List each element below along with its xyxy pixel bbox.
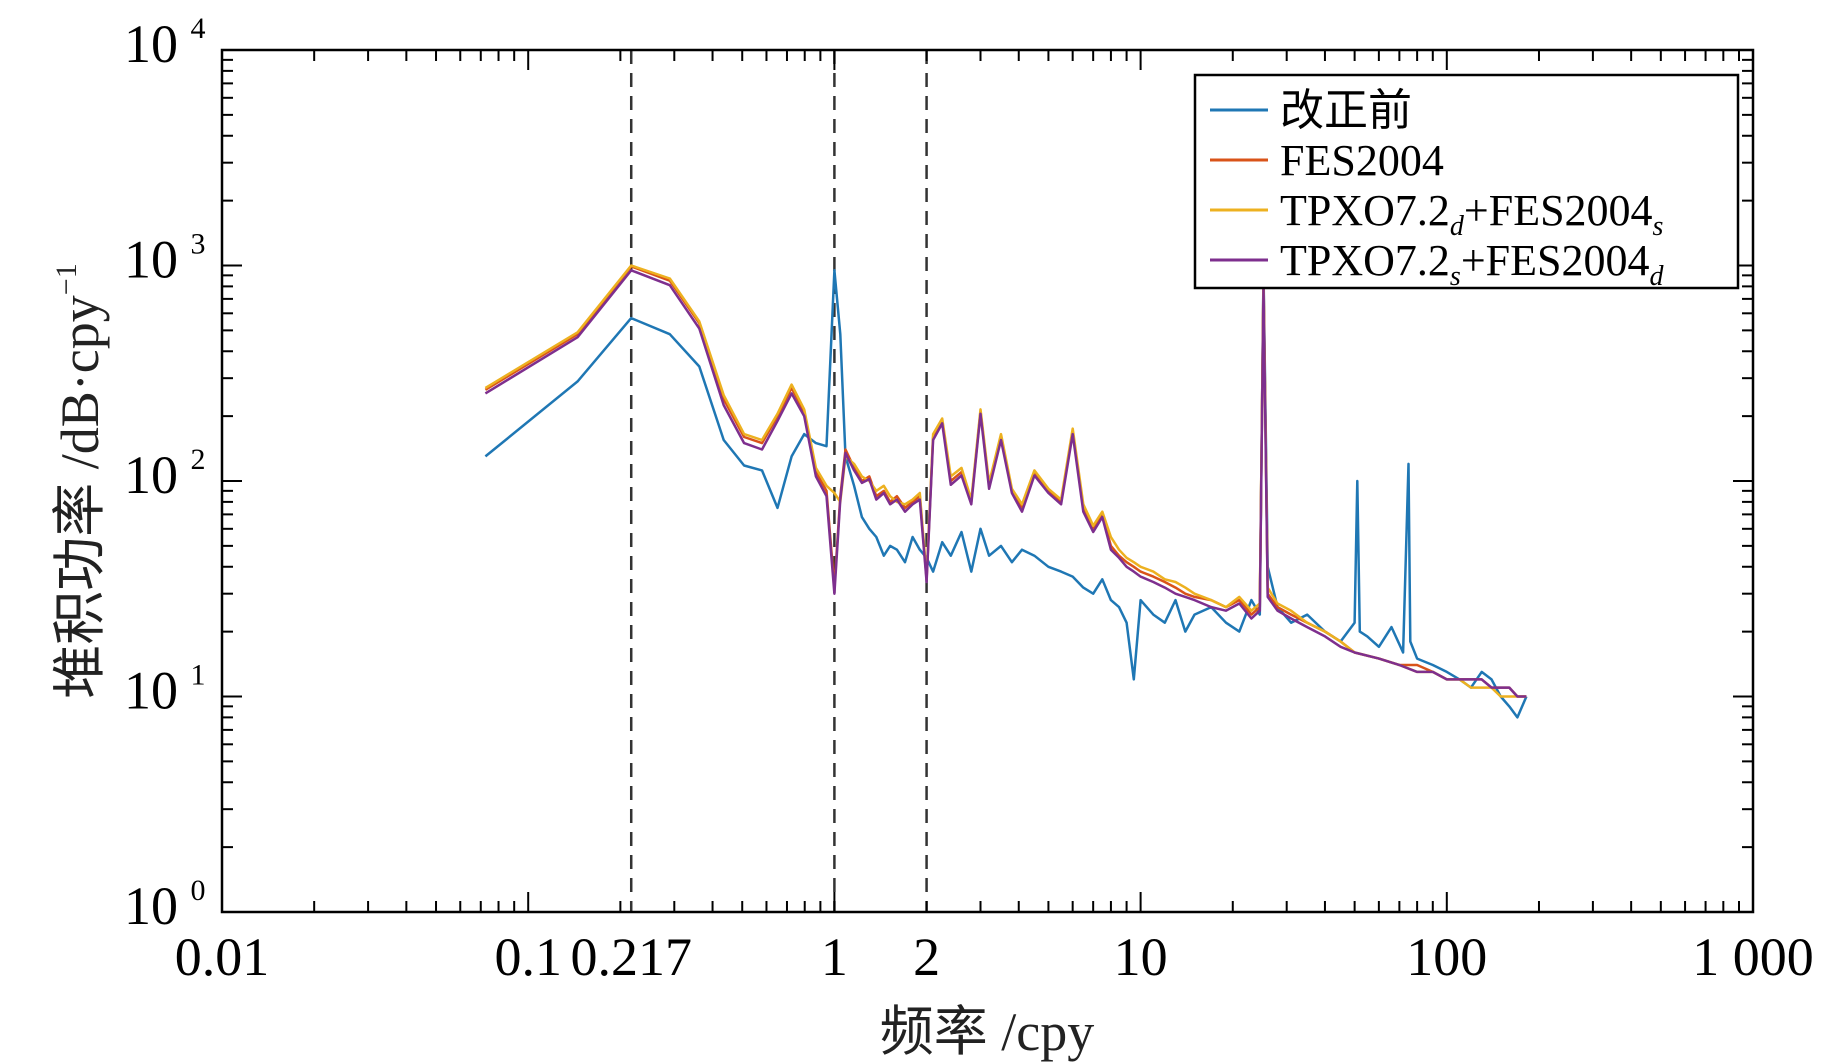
- series-line-3: [484, 269, 1527, 698]
- x-tick-label-1: 0.1: [494, 927, 562, 987]
- series-lines: [484, 264, 1528, 719]
- legend-box: [1193, 73, 1740, 290]
- legend-label-3: TPXO7.2s+FES2004d: [1280, 236, 1664, 292]
- y-axis-title-text: 堆积功率 /dB·cpy: [50, 295, 110, 698]
- legend-label-1: FES2004: [1280, 136, 1444, 185]
- x-tick-label-3: 1: [821, 927, 848, 987]
- legend-label-2: TPXO7.2d+FES2004s: [1280, 186, 1664, 242]
- x-tick-label-2: 0.217: [570, 927, 692, 987]
- reference-lines: [629, 50, 928, 912]
- y-tick-label-3: 10 3: [124, 228, 206, 290]
- legend-label-0: 改正前: [1280, 86, 1412, 135]
- x-tick-label-5: 10: [1114, 927, 1168, 987]
- y-tick-label-4: 10 4: [124, 12, 206, 74]
- series-line-0: [484, 269, 1528, 719]
- axis-ticks: [221, 50, 1754, 913]
- x-tick-labels: 0.01 0.1 0.217 1 2 10 100 1 000: [175, 927, 1814, 987]
- x-tick-label-7: 1 000: [1692, 927, 1814, 987]
- x-tick-label-4: 2: [913, 927, 940, 987]
- legend: 改正前FES2004TPXO7.2d+FES2004sTPXO7.2s+FES2…: [1193, 73, 1740, 292]
- y-tick-label-1: 10 1: [124, 659, 206, 721]
- x-tick-label-6: 100: [1406, 927, 1487, 987]
- y-axis-title-exponent: −1: [50, 263, 83, 295]
- y-axis-title-group: 堆积功率 /dB·cpy−1: [50, 263, 110, 698]
- x-tick-label-0: 0.01: [175, 927, 270, 987]
- y-axis-title: 堆积功率 /dB·cpy−1: [50, 263, 110, 698]
- series-line-2: [484, 264, 1527, 698]
- series-line-1: [484, 265, 1527, 698]
- y-tick-label-0: 10 0: [124, 874, 206, 936]
- x-axis-title: 频率 /cpy: [880, 1002, 1094, 1062]
- y-tick-label-2: 10 2: [124, 443, 206, 505]
